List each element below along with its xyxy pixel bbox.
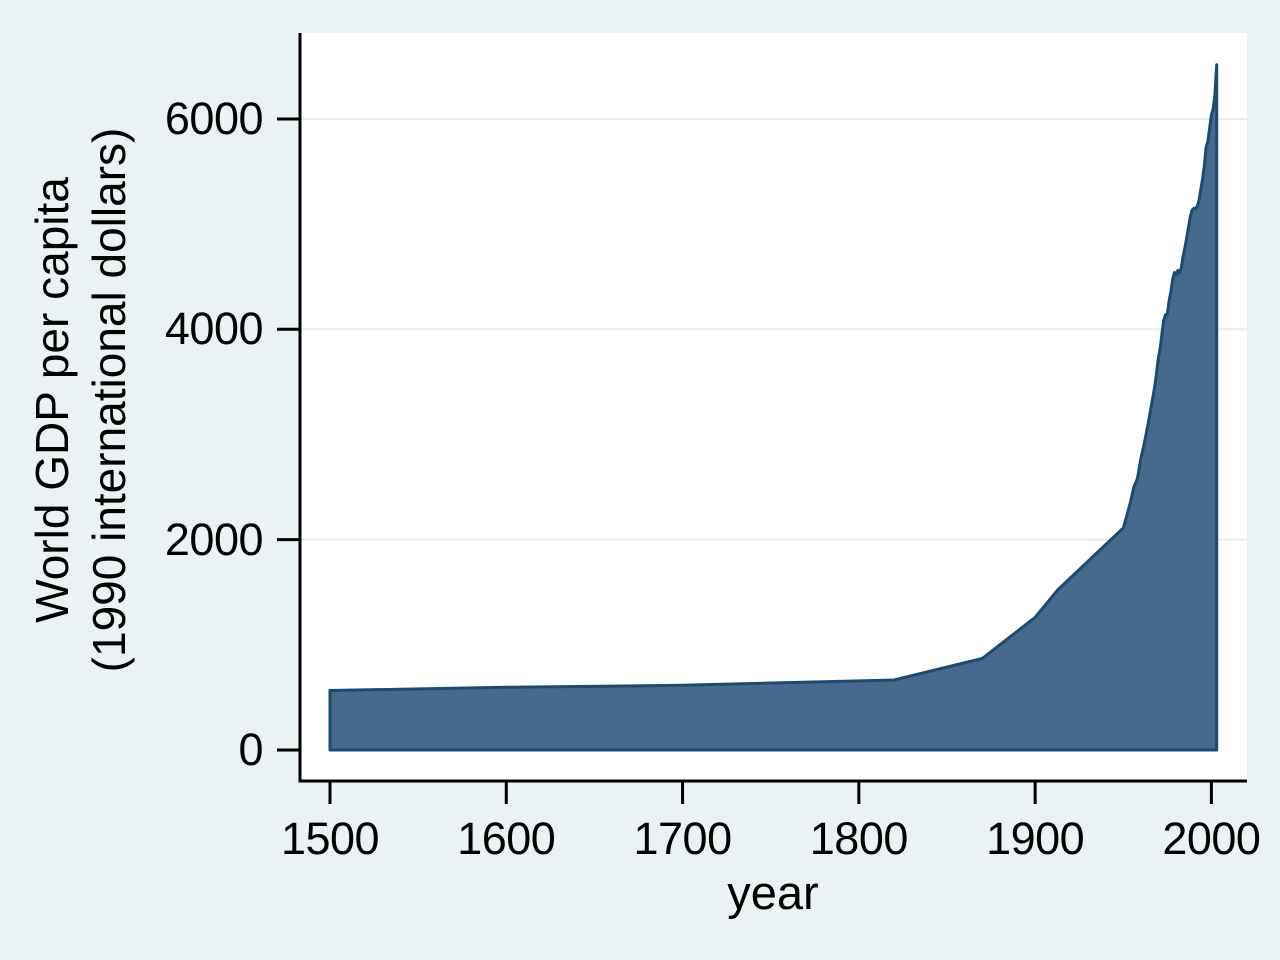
y-axis-title-line1: World GDP per capita (26, 177, 78, 623)
y-tick-label-2000: 2000 (164, 513, 264, 565)
x-tick-label-1800: 1800 (809, 813, 909, 864)
y-tick-label-0: 0 (238, 724, 263, 775)
y-tick-label-4000: 4000 (164, 303, 264, 355)
y-axis-title-line2: (1990 international dollars) (83, 127, 135, 673)
x-tick-label-1500: 1500 (280, 813, 380, 864)
x-tick-label-1600: 1600 (457, 813, 556, 864)
x-tick-label-2000: 2000 (1162, 813, 1261, 864)
gdp-area-series (328, 63, 1219, 752)
x-tick-label-1900: 1900 (986, 813, 1085, 864)
x-axis-title: year (727, 866, 819, 919)
y-axis-title: World GDP per capita (1990 international… (24, 50, 144, 750)
gridlines (301, 117, 1247, 541)
axis-lines (298, 33, 1247, 783)
tick-marks (277, 117, 1213, 804)
y-tick-label-6000: 6000 (164, 92, 264, 144)
x-tick-label-1700: 1700 (633, 813, 733, 864)
